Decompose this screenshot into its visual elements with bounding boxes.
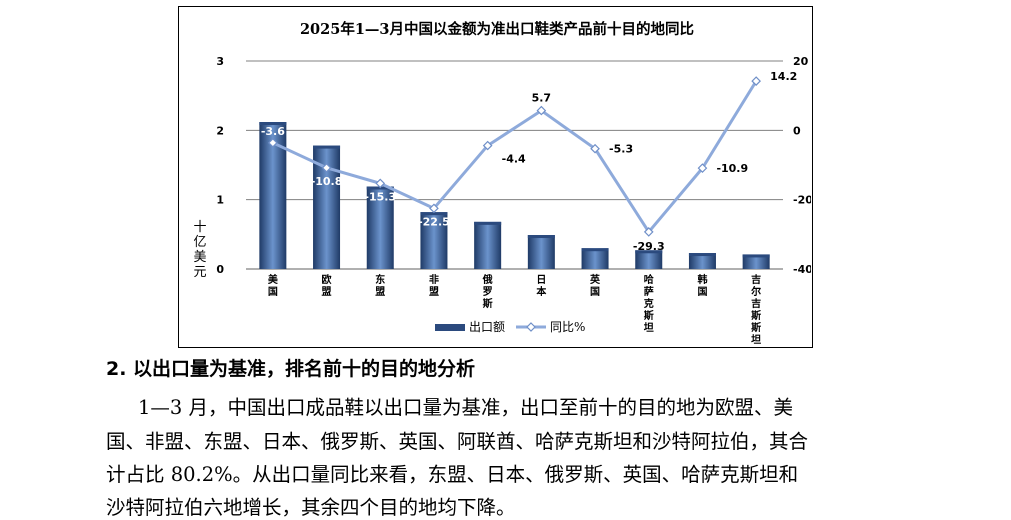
category-label: 日本 xyxy=(536,274,547,298)
bar-cap xyxy=(742,254,770,258)
data-point xyxy=(536,105,547,116)
y-tick-label: 1 xyxy=(216,194,224,207)
bar xyxy=(688,253,716,269)
y2-tick-label: -40 xyxy=(793,263,811,276)
series-line xyxy=(272,80,758,234)
chart-title: 2025年1—3月中国以金额为准出口鞋类产品前十目的地同比 xyxy=(300,20,694,38)
chart-frame: 2025年1—3月中国以金额为准出口鞋类产品前十目的地同比 0 1 2 3 -40 -2… xyxy=(178,6,813,348)
y2-tick-label: 0 xyxy=(793,124,801,137)
category-label: 欧盟 xyxy=(322,273,332,298)
category-label: 哈萨克斯坦 xyxy=(644,273,654,334)
category-label: 韩国 xyxy=(697,273,707,298)
category-label: 美国 xyxy=(268,273,279,298)
y-axis-label-text: 十亿美元 xyxy=(193,220,206,280)
data-point xyxy=(643,227,654,237)
data-label: -4.4 xyxy=(502,153,526,166)
bar xyxy=(742,254,770,269)
category-label: 非盟 xyxy=(429,273,439,298)
bar xyxy=(581,248,609,269)
data-point xyxy=(751,76,761,86)
paragraph-line: 1—3 月，中国出口成品鞋以出口量为基准，出口至前十的目的地为欧盟、美 xyxy=(138,396,794,419)
category-label: 英国 xyxy=(589,273,601,298)
category-label: 俄罗斯 xyxy=(482,273,493,310)
bar-cap xyxy=(259,122,287,126)
data-point xyxy=(697,163,708,173)
bar xyxy=(474,221,502,269)
data-label: 5.7 xyxy=(532,92,552,105)
bar xyxy=(635,250,663,269)
data-point xyxy=(321,162,332,173)
y-tick-label: 2 xyxy=(216,124,224,137)
data-point xyxy=(375,178,386,189)
data-label: -5.3 xyxy=(609,143,633,156)
bar-cap xyxy=(527,235,555,239)
section-heading: 2. 以出口量为基准，排名前十的目的地分析 xyxy=(106,358,476,380)
data-label: -10.9 xyxy=(716,162,748,175)
paragraph-line: 国、非盟、东盟、日本、俄罗斯、英国、阿联酋、哈萨克斯坦和沙特阿拉伯，其合 xyxy=(106,430,809,453)
y-tick-label: 3 xyxy=(216,55,224,68)
legend: 出口额 同比% xyxy=(435,320,585,334)
bar-cap xyxy=(420,212,448,216)
bar-cap xyxy=(474,221,502,225)
y2-tick-label: 20 xyxy=(793,55,809,68)
bar-cap xyxy=(581,248,609,252)
y-tick-label: 0 xyxy=(216,263,224,276)
category-label: 东盟 xyxy=(375,273,385,298)
bar xyxy=(420,212,448,269)
data-point xyxy=(268,137,278,148)
paragraph-line: 计占比 80.2%。从出口量同比来看，东盟、日本、俄罗斯、英国、哈萨克斯坦和 xyxy=(106,463,799,486)
data-point xyxy=(429,203,439,214)
legend-label-line: 同比% xyxy=(550,320,585,334)
bar-cap xyxy=(313,145,341,149)
data-label: -3.6 xyxy=(261,125,285,138)
data-label: -10.8 xyxy=(311,175,343,188)
legend-marker xyxy=(526,322,536,332)
data-point xyxy=(590,143,600,154)
legend-swatch-bar xyxy=(435,324,465,331)
bar-line-chart: 2025年1—3月中国以金额为准出口鞋类产品前十目的地同比 0 1 2 3 -40 -2… xyxy=(193,20,811,346)
legend-label-bar: 出口额 xyxy=(469,320,505,334)
data-label: -29.3 xyxy=(633,240,665,253)
data-label: -22.5 xyxy=(418,215,450,228)
bar-cap xyxy=(635,250,663,254)
y2-tick-label: -20 xyxy=(793,194,811,207)
data-point xyxy=(482,140,493,151)
bar xyxy=(366,186,394,269)
paragraph-line: 沙特阿拉伯六地增长，其余四个目的地均下降。 xyxy=(106,496,516,519)
bar-cap xyxy=(688,253,716,257)
data-label: -15.3 xyxy=(364,190,396,203)
y-axis-label: 十亿美元 xyxy=(193,220,206,280)
bar xyxy=(527,235,555,269)
category-label: 吉尔吉斯斯坦 xyxy=(750,273,761,346)
data-label: 14.2 xyxy=(770,70,797,83)
